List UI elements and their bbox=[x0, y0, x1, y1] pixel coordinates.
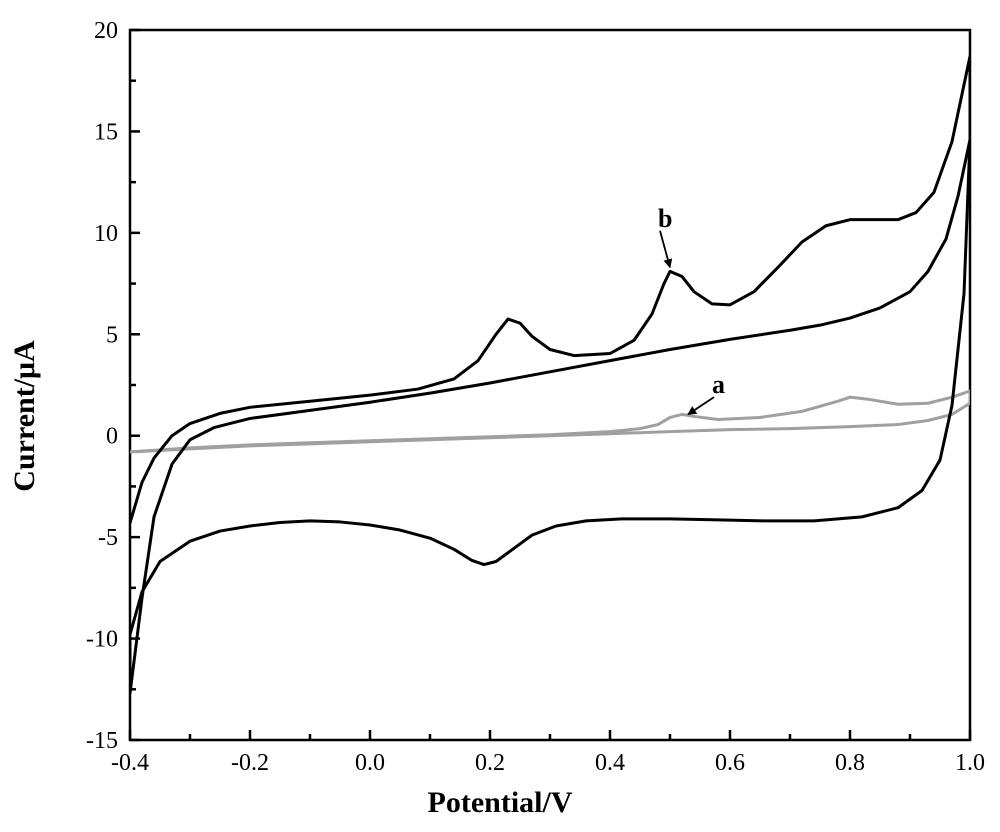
x-tick-label: 0.4 bbox=[595, 750, 625, 776]
x-tick-label: 0.0 bbox=[355, 750, 385, 776]
series-b-label: b bbox=[658, 204, 672, 233]
cv-chart: Current/μA Potential/V -0.4-0.20.00.20.4… bbox=[0, 0, 1000, 832]
series-a-arrow bbox=[688, 397, 714, 414]
x-axis-label: Potential/V bbox=[428, 786, 573, 820]
series-a bbox=[130, 391, 970, 452]
y-tick-label: 15 bbox=[94, 119, 118, 145]
y-tick-label: 5 bbox=[106, 322, 118, 348]
plot-svg: -0.4-0.20.00.20.40.60.81.0-15-10-5051015… bbox=[0, 0, 1000, 832]
series-b bbox=[130, 56, 970, 693]
x-tick-label: 0.8 bbox=[835, 750, 865, 776]
x-tick-label: 0.2 bbox=[475, 750, 505, 776]
y-tick-label: 0 bbox=[106, 424, 118, 450]
series-b-arrow bbox=[660, 231, 670, 268]
x-tick-label: -0.2 bbox=[231, 750, 269, 776]
series-a-label: a bbox=[712, 370, 725, 399]
y-tick-label: -5 bbox=[98, 525, 118, 551]
x-tick-label: 0.6 bbox=[715, 750, 745, 776]
y-tick-label: -10 bbox=[86, 627, 118, 653]
plot-border bbox=[130, 30, 970, 740]
y-tick-label: -15 bbox=[86, 728, 118, 754]
x-tick-label: 1.0 bbox=[955, 750, 985, 776]
y-tick-label: 10 bbox=[94, 221, 118, 247]
y-tick-label: 20 bbox=[94, 18, 118, 44]
y-axis-label: Current/μA bbox=[8, 340, 42, 491]
